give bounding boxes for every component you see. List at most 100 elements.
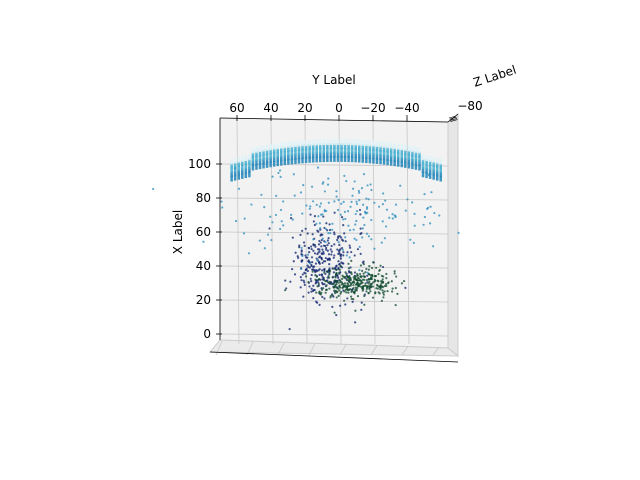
data-point xyxy=(342,251,345,254)
data-point xyxy=(291,236,294,239)
z-tick-mark xyxy=(449,116,457,120)
band-point xyxy=(308,144,311,151)
x-tick-label: 20 xyxy=(196,293,211,307)
data-point xyxy=(296,255,299,258)
data-point xyxy=(404,286,407,289)
data-point xyxy=(352,287,355,290)
data-point xyxy=(362,216,365,219)
data-point xyxy=(359,227,362,230)
band-point xyxy=(308,148,311,155)
data-point xyxy=(321,237,324,240)
data-point xyxy=(312,220,315,223)
data-point xyxy=(278,169,282,172)
data-point xyxy=(365,278,369,282)
data-point xyxy=(346,210,350,213)
band-point xyxy=(255,159,258,166)
data-point xyxy=(315,257,318,260)
data-point xyxy=(369,273,372,277)
data-point xyxy=(352,298,355,301)
data-point xyxy=(427,173,430,177)
band-point xyxy=(241,164,244,171)
data-point xyxy=(373,247,376,250)
data-point xyxy=(354,212,357,216)
data-point xyxy=(381,285,385,289)
band-point xyxy=(237,165,240,172)
data-point xyxy=(316,285,319,288)
data-point xyxy=(391,217,394,220)
data-point xyxy=(306,264,309,267)
band-point xyxy=(421,154,425,161)
data-point xyxy=(341,248,344,251)
data-point xyxy=(310,185,314,188)
data-point xyxy=(321,233,324,236)
data-point xyxy=(365,197,368,200)
data-point xyxy=(369,283,372,286)
data-point xyxy=(361,227,364,230)
band-point xyxy=(269,152,272,159)
data-point xyxy=(325,288,328,291)
band-point xyxy=(255,163,258,170)
data-point xyxy=(337,235,340,238)
band-point xyxy=(308,152,311,159)
data-point xyxy=(359,279,362,282)
band-point xyxy=(396,143,400,150)
data-point xyxy=(318,248,321,251)
band-point xyxy=(350,151,354,158)
data-point xyxy=(430,191,433,194)
y-tick-label: 20 xyxy=(297,101,312,115)
data-point xyxy=(371,296,375,299)
data-point xyxy=(391,213,394,216)
data-point xyxy=(304,227,307,230)
band-point xyxy=(304,140,308,147)
data-point xyxy=(331,283,334,286)
data-point xyxy=(350,295,353,298)
data-point xyxy=(306,269,309,273)
band-point xyxy=(290,145,294,152)
data-point xyxy=(271,221,274,224)
band-point xyxy=(340,138,343,145)
band-point xyxy=(304,157,308,164)
band-point xyxy=(340,143,343,150)
band-point xyxy=(379,154,382,161)
band-point xyxy=(265,144,269,151)
band-point xyxy=(244,163,248,170)
data-point xyxy=(381,265,385,269)
data-point xyxy=(377,205,381,208)
data-point xyxy=(349,276,352,280)
data-point xyxy=(337,198,340,202)
band-point xyxy=(425,155,428,162)
band-point xyxy=(382,145,386,152)
data-point xyxy=(234,167,237,170)
data-point xyxy=(350,272,353,276)
data-point xyxy=(360,308,363,311)
data-point xyxy=(307,259,310,262)
band-point xyxy=(255,155,258,162)
band-point xyxy=(280,151,283,158)
data-point xyxy=(422,223,425,226)
data-point xyxy=(330,253,333,256)
data-point xyxy=(317,269,320,272)
data-point xyxy=(307,280,310,284)
band-point xyxy=(435,157,439,164)
y-tick-label: 0 xyxy=(335,101,343,115)
band-point xyxy=(411,154,414,161)
data-point xyxy=(321,269,324,272)
band-point xyxy=(241,155,244,162)
band-point xyxy=(357,143,361,150)
data-point xyxy=(328,267,331,270)
data-point xyxy=(390,280,393,283)
band-point xyxy=(361,144,365,151)
data-point xyxy=(307,291,310,294)
band-point xyxy=(414,146,418,153)
data-point xyxy=(382,293,385,296)
band-point xyxy=(294,157,297,164)
data-point xyxy=(315,300,318,303)
data-point xyxy=(369,290,372,293)
band-point xyxy=(308,156,311,163)
band-point xyxy=(251,156,255,163)
y-tick-label: 40 xyxy=(263,101,278,115)
data-point xyxy=(349,205,352,208)
data-point xyxy=(370,277,373,281)
data-point xyxy=(274,213,278,217)
data-point xyxy=(319,234,322,237)
